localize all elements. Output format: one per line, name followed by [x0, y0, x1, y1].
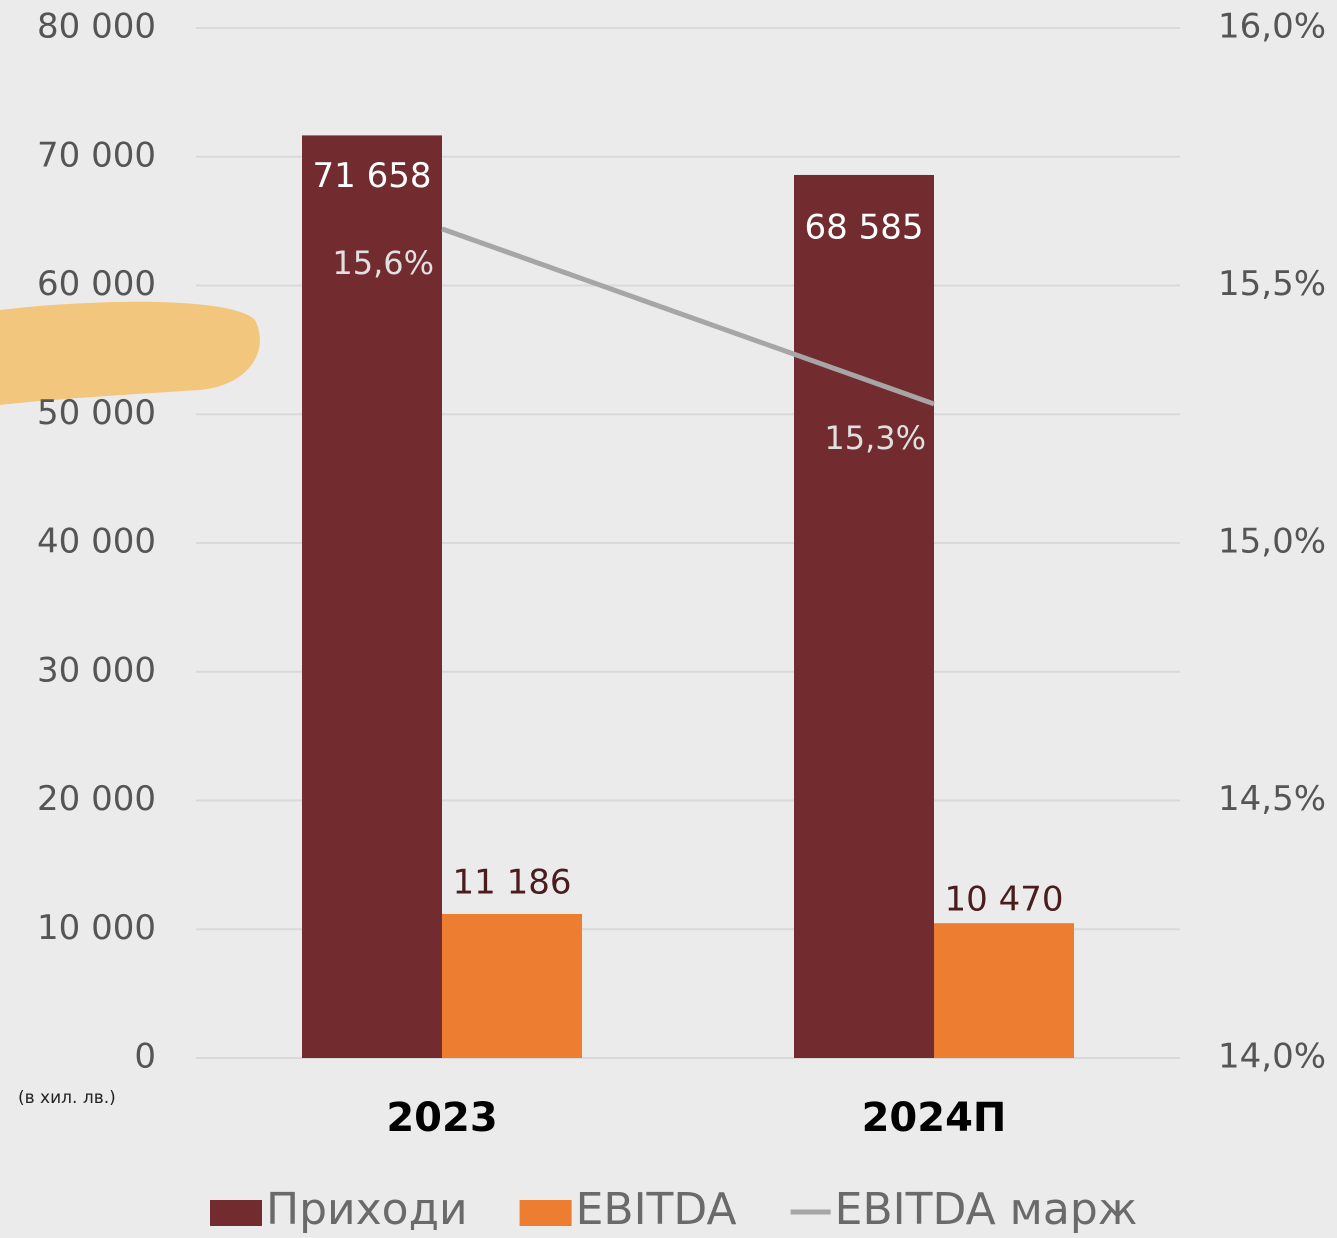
value-label: 10 470	[945, 880, 1064, 920]
value-label: 68 585	[805, 207, 924, 247]
y-tick-label: 70 000	[37, 135, 156, 175]
axis-note: (в хил. лв.)	[18, 1088, 116, 1108]
background	[0, 0, 1337, 1238]
y-tick-label: 10 000	[37, 908, 156, 948]
bar	[794, 175, 934, 1058]
y2-tick-label: 14,0%	[1218, 1037, 1326, 1077]
y2-tick-label: 16,0%	[1218, 7, 1326, 47]
legend-label: EBITDA марж	[835, 1184, 1138, 1235]
value-label: 11 186	[453, 862, 572, 902]
legend-label: Приходи	[266, 1184, 468, 1235]
line-value-label: 15,6%	[332, 244, 434, 282]
page: (в хил. лв.) 0 10 000 20 000 30 000 40 000 50…	[0, 0, 1337, 1238]
y-tick-label: 20 000	[37, 779, 156, 819]
value-label: 71 658	[313, 156, 432, 196]
legend-swatch	[210, 1200, 262, 1226]
y-tick-label: 30 000	[37, 650, 156, 690]
legend-swatch	[520, 1200, 572, 1226]
legend-label: EBITDA	[576, 1184, 737, 1235]
x-tick-label: 2023	[386, 1095, 497, 1141]
x-tick-label: 2024П	[862, 1095, 1007, 1141]
bar	[442, 914, 582, 1058]
line-value-label: 15,3%	[824, 419, 926, 457]
y-tick-label: 80 000	[37, 7, 156, 47]
y2-tick-label: 14,5%	[1218, 779, 1326, 819]
y-tick-label: 50 000	[37, 393, 156, 433]
y2-tick-label: 15,0%	[1218, 522, 1326, 562]
y2-tick-label: 15,5%	[1218, 264, 1326, 304]
y-tick-label: 0	[134, 1037, 156, 1077]
chart: (в хил. лв.) 0 10 000 20 000 30 000 40 000 50…	[0, 0, 1337, 1238]
y-tick-label: 60 000	[37, 264, 156, 304]
y-tick-label: 40 000	[37, 522, 156, 562]
bar	[934, 923, 1074, 1058]
